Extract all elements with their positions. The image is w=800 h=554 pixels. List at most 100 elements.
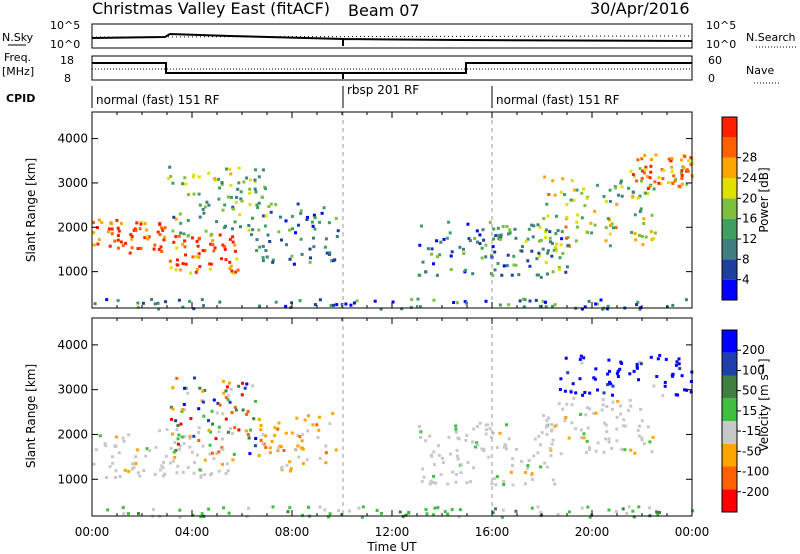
data-cell xyxy=(455,301,459,305)
data-cell xyxy=(179,231,183,235)
data-cell xyxy=(192,307,196,311)
data-cell xyxy=(544,425,548,429)
data-cell xyxy=(121,243,125,247)
data-cell xyxy=(198,236,201,240)
data-cell xyxy=(195,268,199,271)
y-tick-label: 4000 xyxy=(57,132,88,146)
data-cell xyxy=(192,471,196,475)
data-cell xyxy=(608,244,612,248)
data-cell xyxy=(546,214,550,218)
data-cell xyxy=(677,362,681,366)
data-cell xyxy=(181,305,185,309)
data-cell xyxy=(682,166,686,170)
data-cell xyxy=(230,432,234,435)
data-cell xyxy=(553,303,557,307)
data-cell xyxy=(488,427,492,431)
data-cell xyxy=(636,196,640,200)
data-cell xyxy=(221,437,224,441)
data-cell xyxy=(689,390,693,394)
power-panel-frame xyxy=(91,111,693,309)
data-cell xyxy=(280,238,283,242)
data-cell xyxy=(243,386,247,390)
data-cell xyxy=(559,190,563,194)
data-cell xyxy=(448,231,452,235)
data-cell xyxy=(259,438,263,442)
data-cell xyxy=(478,233,482,237)
data-cell xyxy=(247,436,251,440)
data-cell xyxy=(572,199,576,202)
colorbar-segment xyxy=(722,218,737,239)
data-cell xyxy=(221,208,225,212)
data-cell xyxy=(452,301,456,304)
data-cell xyxy=(200,298,204,302)
data-cell xyxy=(600,408,604,412)
data-cell xyxy=(136,471,140,475)
data-cell xyxy=(425,512,429,516)
data-cell xyxy=(514,448,518,451)
data-cell xyxy=(615,202,619,206)
data-cell xyxy=(330,259,334,263)
data-cell xyxy=(648,176,652,180)
data-cell xyxy=(606,217,610,221)
data-cell xyxy=(418,425,421,428)
data-cell xyxy=(589,221,593,225)
data-cell xyxy=(431,513,435,517)
freq-unit: [MHz] xyxy=(2,65,34,78)
data-cell xyxy=(249,428,253,432)
data-cell xyxy=(162,474,165,478)
data-cell xyxy=(134,462,138,465)
data-cell xyxy=(566,236,570,239)
data-cell xyxy=(574,239,578,243)
data-cell xyxy=(310,220,314,224)
data-cell xyxy=(661,177,665,181)
data-cell xyxy=(499,236,503,240)
data-cell xyxy=(670,165,674,169)
data-cell xyxy=(198,386,202,390)
data-cell xyxy=(579,354,583,358)
data-cell xyxy=(574,391,578,395)
data-cell xyxy=(231,205,235,209)
data-cell xyxy=(652,187,656,191)
data-cell xyxy=(671,372,675,376)
beam-label: Beam 07 xyxy=(348,1,420,20)
data-cell xyxy=(511,483,515,487)
data-cell xyxy=(207,428,211,432)
data-cell xyxy=(648,185,652,188)
data-cell xyxy=(147,235,151,239)
data-cell xyxy=(615,439,619,443)
data-cell xyxy=(680,177,684,180)
data-cell xyxy=(472,427,476,431)
data-cell xyxy=(662,169,666,173)
data-cell xyxy=(156,301,160,305)
data-cell xyxy=(530,249,534,253)
data-cell xyxy=(347,509,351,513)
data-cell xyxy=(198,203,202,207)
data-cell xyxy=(235,257,239,261)
data-cell xyxy=(474,445,478,449)
colorbar-segment xyxy=(722,137,737,158)
data-cell xyxy=(542,217,546,220)
data-cell xyxy=(277,421,281,425)
data-cell xyxy=(271,260,275,264)
data-cell xyxy=(539,238,543,242)
data-cell xyxy=(642,217,646,221)
data-cell xyxy=(646,192,650,195)
data-cell xyxy=(560,230,564,234)
data-cell xyxy=(279,215,282,219)
data-cell xyxy=(639,207,643,211)
data-cell xyxy=(575,188,579,192)
data-cell xyxy=(290,214,294,218)
data-cell xyxy=(563,419,567,423)
data-cell xyxy=(245,412,249,416)
data-cell xyxy=(340,302,344,306)
data-cell xyxy=(495,475,499,479)
data-cell xyxy=(457,437,461,441)
data-cell xyxy=(158,429,162,433)
data-cell xyxy=(237,384,241,388)
data-cell xyxy=(194,255,198,258)
data-cell xyxy=(124,241,128,245)
data-cell xyxy=(105,476,108,479)
data-cell xyxy=(285,243,288,247)
data-cell xyxy=(602,450,606,454)
data-cell xyxy=(582,436,586,440)
